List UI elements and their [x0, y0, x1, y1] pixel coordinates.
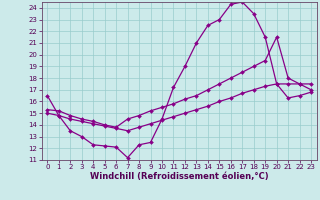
X-axis label: Windchill (Refroidissement éolien,°C): Windchill (Refroidissement éolien,°C) [90, 172, 268, 181]
